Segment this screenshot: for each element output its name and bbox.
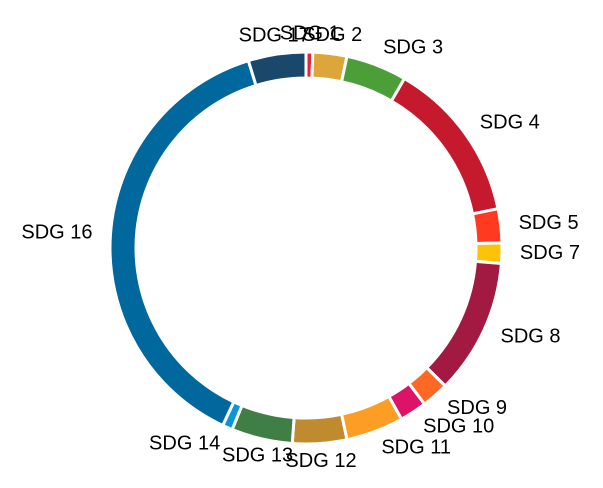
donut-segment xyxy=(470,206,504,246)
segment-label: SDG 4 xyxy=(480,111,540,133)
donut-segment xyxy=(290,412,349,446)
segment-label: SDG 13 xyxy=(222,445,293,467)
segment-label: SDG 9 xyxy=(447,397,507,419)
donut-segment xyxy=(339,394,404,442)
donut-segment xyxy=(246,50,308,88)
segment-label: SDG 8 xyxy=(501,325,561,347)
donut-segment xyxy=(424,259,504,389)
segment-label: SDG 17 xyxy=(239,25,310,47)
segment-label: SDG 3 xyxy=(383,37,443,59)
donut-segment xyxy=(389,76,500,216)
segment-label: SDG 12 xyxy=(285,450,356,472)
segment-label: SDG 11 xyxy=(381,437,451,459)
donut-segment xyxy=(108,58,258,428)
segment-label: SDG 14 xyxy=(149,432,220,454)
segment-label: SDG 10 xyxy=(423,415,494,437)
segment-label: SDG 2 xyxy=(302,24,362,46)
donut-segment xyxy=(230,403,296,446)
segment-label: SDG 1 xyxy=(280,22,340,44)
segment-label: SDG 16 xyxy=(21,221,92,243)
segment-label: SDG 5 xyxy=(519,212,579,234)
segment-label: SDG 7 xyxy=(520,242,580,264)
